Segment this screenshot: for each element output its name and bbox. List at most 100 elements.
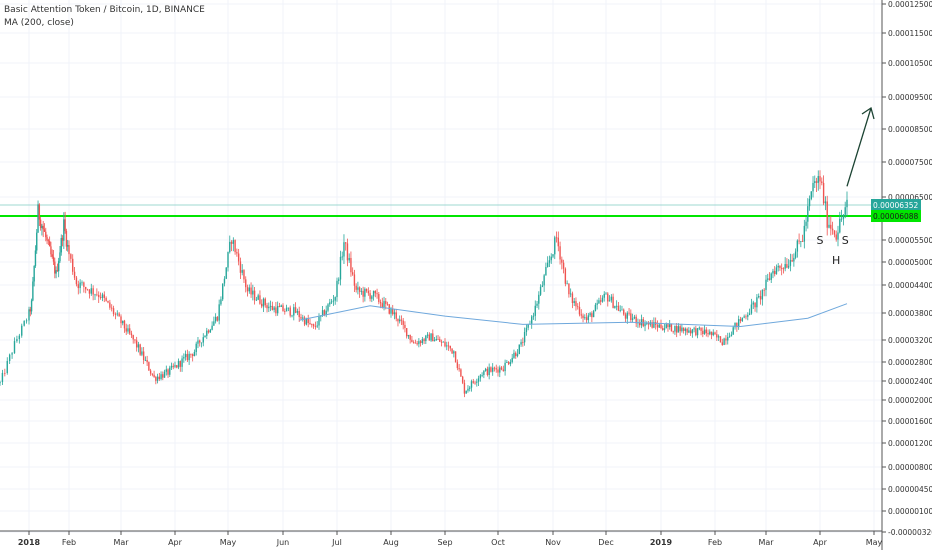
candle-body (280, 305, 282, 307)
candle-body (601, 297, 604, 302)
candle-body (639, 322, 641, 326)
candle-body (518, 344, 520, 355)
candle-body (430, 333, 432, 341)
candle-body (28, 309, 30, 321)
candle-body (181, 358, 183, 367)
candle-body (155, 377, 157, 381)
candle-body (578, 306, 581, 315)
candle-body (796, 240, 799, 252)
candle-body (791, 260, 793, 262)
candle-body (67, 245, 69, 247)
candle-body (34, 250, 37, 266)
candle-body (148, 362, 150, 371)
time-tick-label: May (220, 538, 237, 547)
candle-body (814, 181, 816, 183)
candle-body (561, 259, 563, 263)
candle-body (72, 258, 74, 272)
candle-body (234, 240, 236, 253)
candle-body (571, 293, 574, 303)
candle-body (390, 308, 392, 314)
candle-body (712, 332, 714, 336)
candle-body (612, 296, 614, 308)
candle-body (541, 285, 544, 287)
candle-body (768, 278, 771, 280)
candle-body (559, 246, 561, 260)
candle-body (477, 378, 480, 382)
candle-body (782, 268, 785, 270)
candle-body (677, 326, 680, 333)
resistance-level-badge (871, 210, 921, 222)
candle-body (777, 265, 779, 268)
candle-body (580, 314, 582, 316)
candle-body (99, 297, 102, 298)
candle-body (486, 368, 489, 375)
chart-title: Basic Attention Token / Bitcoin, 1D, BIN… (4, 5, 205, 15)
candle-body (635, 316, 637, 324)
candle-body (346, 243, 349, 261)
candle-body (702, 330, 704, 335)
candle-body (300, 317, 302, 319)
candle-body (227, 252, 229, 268)
pattern-label: S (842, 234, 849, 247)
candle-body (640, 319, 643, 326)
indicator-label: MA (200, close) (4, 18, 74, 28)
candle-body (752, 302, 754, 305)
candle-body (351, 272, 354, 275)
price-tick-label: 0.00007500 (888, 158, 932, 167)
candle-body (388, 304, 390, 314)
candle-body (608, 300, 611, 302)
candle-body (723, 338, 725, 345)
candle-body (350, 257, 352, 273)
candle-body (276, 306, 279, 314)
price-tick-label: 0.00005500 (888, 236, 932, 245)
candle-body (538, 294, 540, 304)
candle-body (348, 257, 350, 261)
candle-body (500, 367, 503, 370)
candle-body (96, 294, 98, 296)
candle-body (663, 328, 666, 331)
candle-body (775, 267, 778, 275)
candle-body (358, 287, 361, 292)
candle-body (789, 260, 792, 266)
candle-body (296, 311, 299, 313)
candle-body (232, 240, 235, 244)
candle-body (63, 219, 65, 241)
candle-body (257, 295, 259, 300)
candle-body (241, 270, 243, 273)
candle-body (57, 261, 60, 272)
candle-body (68, 245, 70, 255)
candle-body (688, 330, 690, 333)
candle-body (393, 312, 396, 315)
candle-body (162, 374, 164, 378)
candle-body (142, 351, 145, 361)
candle-body (536, 303, 538, 306)
candle-body (439, 339, 441, 342)
candle-body (794, 251, 797, 258)
candle-body (807, 206, 809, 222)
candle-body (754, 302, 756, 308)
candle-body (287, 307, 290, 309)
time-tick-label: Feb (708, 538, 722, 547)
candle-body (660, 324, 662, 329)
candle-body (628, 312, 630, 314)
candle-body (374, 290, 377, 294)
candle-body (385, 301, 387, 304)
candle-body (132, 335, 134, 340)
candle-body (515, 352, 517, 357)
candle-body (698, 327, 701, 329)
candle-body (534, 305, 536, 316)
candle-body (815, 181, 818, 183)
candle-body (383, 301, 385, 308)
candle-body (467, 388, 469, 391)
candle-body (230, 241, 233, 244)
candle-body (149, 370, 152, 374)
candle-body (426, 334, 429, 336)
candle-body (705, 329, 707, 334)
projection-arrow[interactable] (846, 107, 872, 187)
candle-body (94, 294, 96, 296)
candle-body (837, 232, 839, 240)
candle-body (369, 293, 371, 299)
candle-body (381, 303, 383, 308)
